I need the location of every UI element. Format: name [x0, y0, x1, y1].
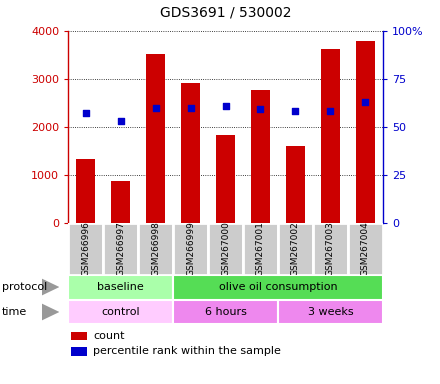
- Point: [117, 118, 124, 124]
- Point: [82, 110, 89, 116]
- Text: percentile rank within the sample: percentile rank within the sample: [93, 346, 281, 356]
- Point: [257, 106, 264, 113]
- Point: [362, 99, 369, 105]
- Bar: [111, 181, 130, 223]
- Bar: [71, 347, 87, 356]
- Point: [222, 103, 229, 109]
- Text: GSM267004: GSM267004: [361, 221, 370, 276]
- Bar: [356, 41, 375, 223]
- Point: [152, 104, 159, 111]
- Text: GSM266998: GSM266998: [151, 221, 160, 276]
- Bar: [146, 54, 165, 223]
- Text: GSM267000: GSM267000: [221, 221, 230, 276]
- Text: GSM267002: GSM267002: [291, 221, 300, 276]
- Text: olive oil consumption: olive oil consumption: [219, 282, 337, 292]
- Point: [327, 108, 334, 114]
- Text: GSM266996: GSM266996: [81, 221, 90, 276]
- Bar: [138, 223, 173, 275]
- Point: [292, 108, 299, 114]
- Bar: [286, 146, 305, 223]
- Bar: [313, 223, 348, 275]
- Text: time: time: [2, 307, 27, 317]
- Bar: [173, 223, 208, 275]
- Bar: [216, 135, 235, 223]
- Bar: [68, 300, 173, 324]
- Bar: [103, 223, 138, 275]
- Bar: [181, 83, 200, 223]
- Text: GSM267001: GSM267001: [256, 221, 265, 276]
- Text: GSM267003: GSM267003: [326, 221, 335, 276]
- Text: 6 hours: 6 hours: [205, 307, 246, 317]
- Bar: [348, 223, 383, 275]
- Bar: [278, 300, 383, 324]
- Polygon shape: [42, 303, 59, 320]
- Bar: [278, 223, 313, 275]
- Bar: [243, 223, 278, 275]
- Bar: [208, 223, 243, 275]
- Bar: [173, 300, 278, 324]
- Bar: [76, 159, 95, 223]
- Text: GSM266997: GSM266997: [116, 221, 125, 276]
- Text: count: count: [93, 331, 125, 341]
- Bar: [71, 332, 87, 340]
- Bar: [251, 90, 270, 223]
- Text: GDS3691 / 530002: GDS3691 / 530002: [160, 5, 291, 19]
- Text: GSM266999: GSM266999: [186, 221, 195, 276]
- Text: control: control: [101, 307, 140, 317]
- Bar: [68, 275, 173, 300]
- Text: 3 weeks: 3 weeks: [308, 307, 353, 317]
- Polygon shape: [42, 279, 59, 296]
- Text: protocol: protocol: [2, 282, 48, 292]
- Text: baseline: baseline: [97, 282, 144, 292]
- Bar: [68, 223, 103, 275]
- Point: [187, 104, 194, 111]
- Bar: [173, 275, 383, 300]
- Bar: [321, 49, 340, 223]
